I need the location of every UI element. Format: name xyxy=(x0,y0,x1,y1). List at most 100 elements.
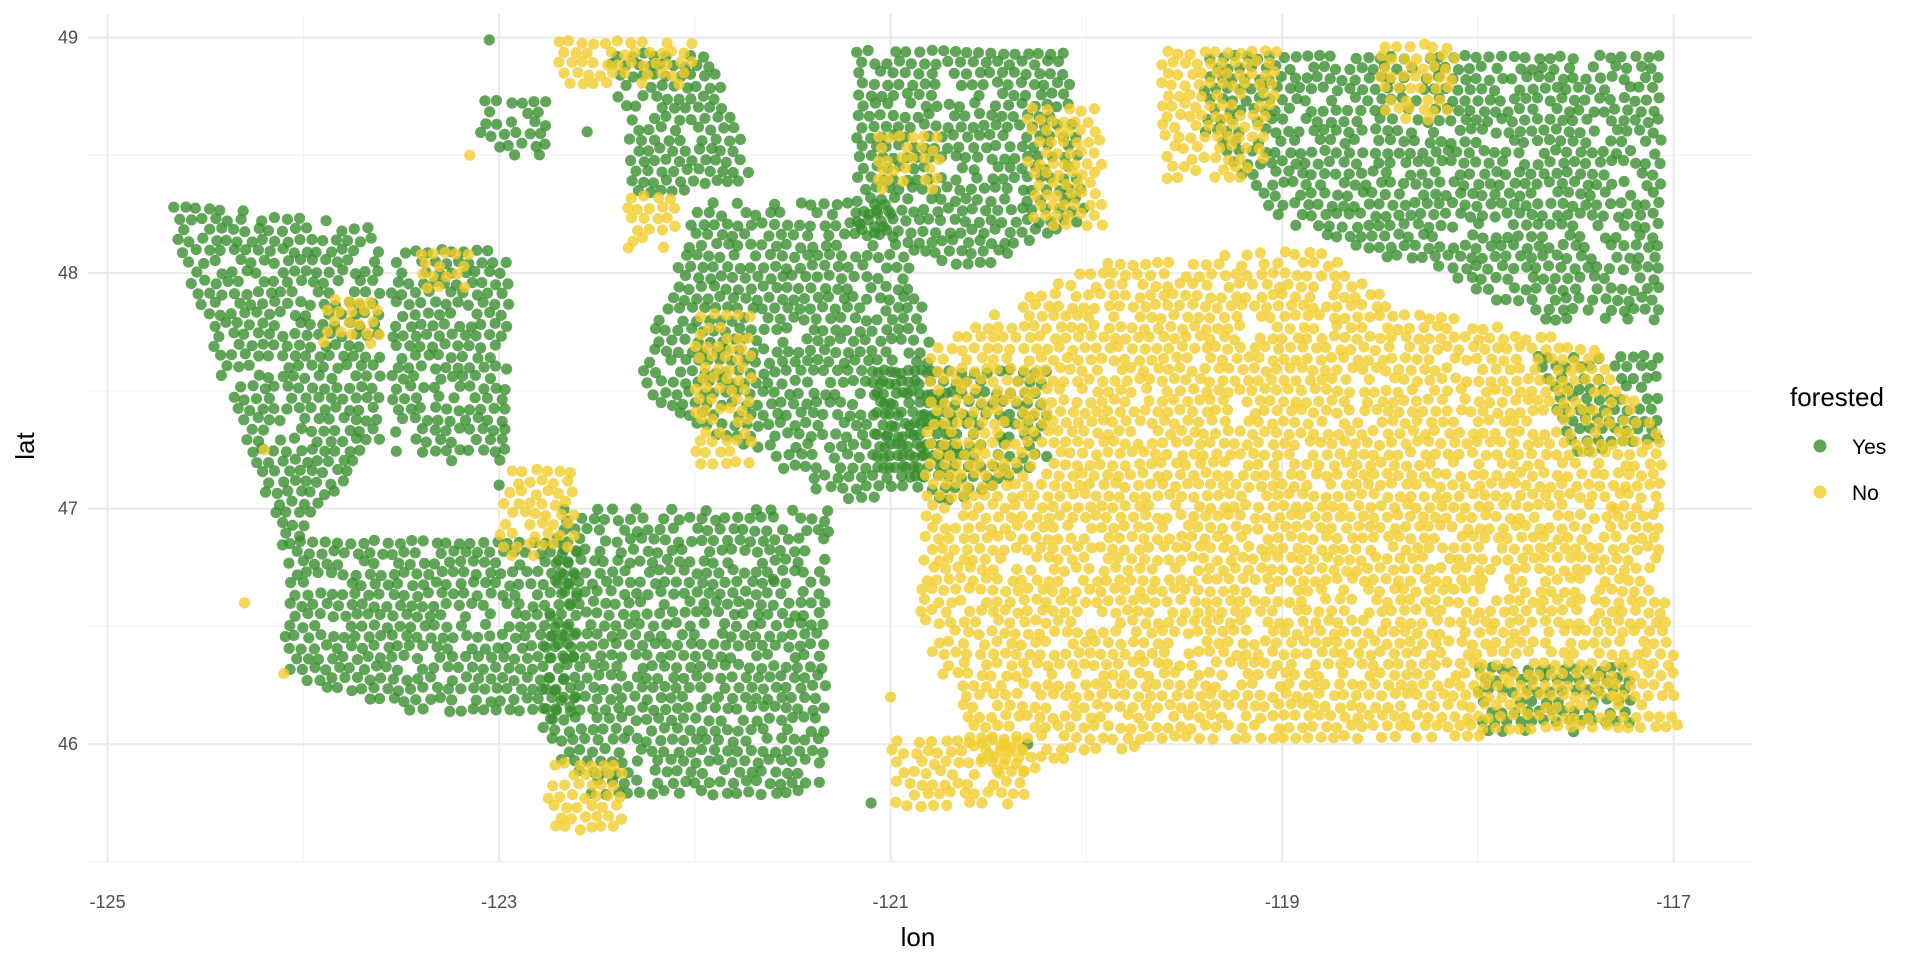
data-point-yes xyxy=(956,162,969,174)
data-point-no xyxy=(1462,712,1474,725)
data-point-yes xyxy=(734,154,746,166)
data-point-no xyxy=(1267,500,1279,512)
data-point-yes xyxy=(282,297,294,309)
data-point-yes xyxy=(311,436,323,448)
data-point-yes xyxy=(258,276,270,288)
data-point-yes xyxy=(484,630,496,642)
data-point-yes xyxy=(708,744,721,756)
data-point-yes xyxy=(284,619,296,632)
data-point-yes xyxy=(1526,294,1538,306)
data-point-yes xyxy=(671,662,683,674)
data-point-yes xyxy=(624,557,636,569)
data-point-yes xyxy=(1488,147,1500,159)
data-point-yes xyxy=(587,724,599,736)
data-point-yes xyxy=(806,513,818,525)
data-point-no xyxy=(1404,720,1416,732)
data-point-no xyxy=(1243,481,1255,493)
data-point-no xyxy=(1575,699,1587,712)
data-point-yes xyxy=(1550,123,1562,135)
data-point-yes xyxy=(1476,189,1488,202)
data-point-yes xyxy=(997,87,1009,100)
data-point-no xyxy=(1540,637,1552,649)
data-point-yes xyxy=(906,385,918,397)
data-point-no xyxy=(1375,731,1387,743)
data-point-yes xyxy=(1363,72,1375,84)
data-point-no xyxy=(1416,551,1429,563)
data-point-yes xyxy=(1597,145,1609,158)
data-point-no xyxy=(1303,710,1315,722)
data-point-no xyxy=(1431,491,1443,503)
data-point-yes xyxy=(868,120,880,133)
data-point-yes xyxy=(769,430,781,442)
data-point-yes xyxy=(233,361,245,373)
data-point-yes xyxy=(850,419,863,432)
data-point-yes xyxy=(1422,178,1434,190)
data-point-no xyxy=(1467,469,1480,481)
data-point-yes xyxy=(893,139,905,151)
data-point-no xyxy=(1241,523,1253,535)
data-point-yes xyxy=(631,774,643,786)
data-point-yes xyxy=(850,483,863,495)
data-point-yes xyxy=(889,378,902,390)
data-point-yes xyxy=(630,629,642,641)
data-point-no xyxy=(1575,659,1587,671)
data-point-yes xyxy=(670,682,682,694)
data-point-yes xyxy=(770,260,782,272)
data-point-no xyxy=(1261,490,1273,502)
data-point-no xyxy=(1125,723,1137,735)
data-point-yes xyxy=(564,598,576,610)
data-point-no xyxy=(1594,712,1607,724)
data-point-yes xyxy=(1461,263,1473,275)
data-point-no xyxy=(1454,680,1466,692)
data-point-yes xyxy=(434,651,446,663)
data-point-no xyxy=(1401,478,1413,490)
data-point-no xyxy=(1031,574,1043,586)
data-point-yes xyxy=(305,402,317,414)
data-point-yes xyxy=(587,595,600,607)
data-point-yes xyxy=(745,238,757,250)
data-point-yes xyxy=(377,548,389,560)
data-point-yes xyxy=(795,197,808,209)
data-point-no xyxy=(1381,553,1393,565)
data-point-yes xyxy=(308,643,320,655)
data-point-yes xyxy=(597,683,609,696)
data-point-no xyxy=(1115,594,1127,606)
data-point-yes xyxy=(459,414,472,426)
data-point-no xyxy=(1628,460,1640,472)
data-point-yes xyxy=(1586,168,1599,180)
data-point-yes xyxy=(1276,155,1288,167)
data-point-no xyxy=(1642,521,1654,534)
data-point-no xyxy=(1414,520,1426,532)
data-point-yes xyxy=(1057,47,1069,59)
data-point-no xyxy=(1625,657,1637,669)
data-point-no xyxy=(1565,637,1577,650)
data-point-yes xyxy=(634,576,646,588)
data-point-no xyxy=(1652,522,1664,535)
data-point-yes xyxy=(1285,82,1297,94)
data-point-yes xyxy=(1605,115,1617,127)
data-point-yes xyxy=(312,497,324,509)
data-point-yes xyxy=(851,216,864,228)
data-point-yes xyxy=(630,715,642,727)
data-point-no xyxy=(1276,564,1288,576)
data-point-yes xyxy=(1557,114,1569,126)
data-point-no xyxy=(1331,722,1343,734)
data-point-no xyxy=(1095,586,1107,598)
data-point-no xyxy=(1586,657,1598,669)
data-point-no xyxy=(1332,617,1344,629)
data-point-no xyxy=(1085,628,1097,640)
data-point-yes xyxy=(286,286,298,298)
data-point-no xyxy=(1460,542,1472,554)
data-point-yes xyxy=(846,399,859,411)
data-point-yes xyxy=(820,389,832,401)
data-point-yes xyxy=(314,608,326,620)
data-point-yes xyxy=(1556,218,1568,230)
data-point-no xyxy=(1097,627,1109,639)
data-point-yes xyxy=(392,276,404,288)
data-point-no xyxy=(1222,719,1234,731)
data-point-yes xyxy=(1329,63,1342,75)
data-point-no xyxy=(1350,626,1362,638)
data-point-no xyxy=(1061,481,1073,493)
data-point-yes xyxy=(528,96,540,108)
data-point-yes xyxy=(1591,179,1603,191)
